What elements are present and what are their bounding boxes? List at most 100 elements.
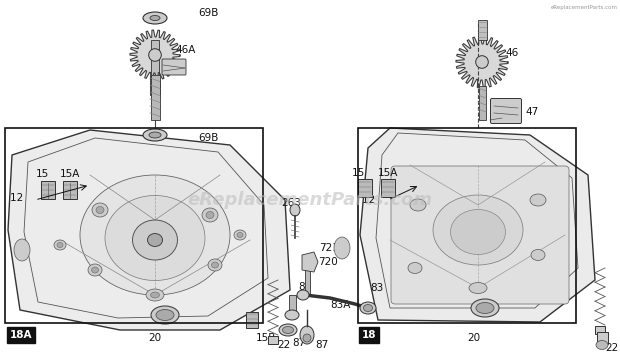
- Bar: [304, 260, 309, 295]
- Polygon shape: [302, 252, 318, 272]
- Text: eReplacementParts.com: eReplacementParts.com: [187, 191, 433, 209]
- Ellipse shape: [156, 309, 174, 320]
- Bar: [595, 326, 605, 334]
- Bar: [268, 336, 278, 344]
- FancyBboxPatch shape: [391, 166, 569, 304]
- Ellipse shape: [297, 290, 309, 300]
- Ellipse shape: [433, 195, 523, 265]
- Text: 83A: 83A: [330, 300, 350, 310]
- Text: 47: 47: [525, 107, 538, 117]
- Ellipse shape: [283, 327, 293, 333]
- Bar: [5, 128, 263, 323]
- Text: 20: 20: [148, 333, 161, 343]
- Ellipse shape: [143, 129, 167, 141]
- Text: 22: 22: [277, 340, 290, 350]
- Ellipse shape: [57, 242, 63, 248]
- Ellipse shape: [596, 340, 608, 349]
- Ellipse shape: [80, 175, 230, 295]
- Text: 69B: 69B: [198, 133, 218, 143]
- Bar: [246, 312, 258, 328]
- Text: 720: 720: [318, 257, 338, 267]
- Ellipse shape: [143, 12, 167, 24]
- Ellipse shape: [279, 324, 297, 336]
- Ellipse shape: [300, 326, 314, 344]
- Text: 15: 15: [36, 169, 49, 179]
- Bar: [358, 128, 576, 323]
- Bar: [151, 75, 159, 120]
- Ellipse shape: [408, 262, 422, 273]
- Text: 87: 87: [315, 340, 328, 350]
- Text: 15B: 15B: [256, 333, 277, 343]
- Ellipse shape: [531, 249, 545, 261]
- Ellipse shape: [208, 259, 222, 271]
- Text: 721: 721: [319, 243, 339, 253]
- Ellipse shape: [471, 299, 499, 317]
- Ellipse shape: [469, 282, 487, 293]
- Text: 12: 12: [362, 195, 378, 205]
- Ellipse shape: [285, 310, 299, 320]
- Polygon shape: [130, 30, 180, 80]
- Ellipse shape: [146, 289, 164, 301]
- Bar: [41, 181, 55, 199]
- Ellipse shape: [148, 233, 162, 246]
- Bar: [381, 179, 395, 197]
- Bar: [358, 179, 372, 197]
- Text: 15A: 15A: [60, 169, 81, 179]
- Text: eReplacementParts.com: eReplacementParts.com: [551, 5, 618, 10]
- Text: 83: 83: [370, 283, 383, 293]
- Ellipse shape: [14, 239, 30, 261]
- Polygon shape: [8, 130, 290, 330]
- Ellipse shape: [96, 206, 104, 214]
- Ellipse shape: [92, 267, 99, 273]
- FancyBboxPatch shape: [490, 99, 521, 123]
- Ellipse shape: [105, 195, 205, 281]
- Bar: [288, 295, 296, 315]
- Bar: [596, 332, 608, 344]
- Ellipse shape: [92, 203, 108, 217]
- Ellipse shape: [334, 237, 350, 259]
- Text: 18A: 18A: [10, 330, 32, 340]
- Ellipse shape: [149, 49, 161, 61]
- Text: 18: 18: [362, 330, 376, 340]
- Bar: [479, 86, 485, 120]
- FancyBboxPatch shape: [162, 59, 186, 75]
- Ellipse shape: [149, 132, 161, 138]
- Polygon shape: [456, 36, 508, 88]
- Ellipse shape: [476, 56, 489, 68]
- Bar: [150, 80, 160, 95]
- Text: 83: 83: [298, 282, 311, 292]
- Ellipse shape: [206, 211, 214, 218]
- Text: 46: 46: [505, 48, 518, 58]
- Ellipse shape: [451, 210, 505, 254]
- Ellipse shape: [303, 334, 311, 342]
- Bar: [151, 40, 159, 80]
- Text: 46A: 46A: [175, 45, 195, 55]
- Ellipse shape: [476, 302, 494, 313]
- Ellipse shape: [151, 292, 159, 298]
- Ellipse shape: [151, 306, 179, 324]
- Bar: [477, 20, 487, 40]
- Polygon shape: [360, 128, 595, 322]
- Text: 69B: 69B: [198, 8, 218, 18]
- Ellipse shape: [54, 240, 66, 250]
- Text: 12: 12: [10, 193, 27, 203]
- Text: 15A: 15A: [378, 168, 399, 178]
- Text: 20: 20: [467, 333, 480, 343]
- Text: 87: 87: [292, 338, 305, 348]
- Text: 15: 15: [352, 168, 365, 178]
- Ellipse shape: [234, 230, 246, 240]
- Text: 22: 22: [605, 343, 618, 353]
- Ellipse shape: [202, 208, 218, 222]
- Ellipse shape: [88, 264, 102, 276]
- Ellipse shape: [530, 194, 546, 206]
- Ellipse shape: [410, 199, 426, 211]
- Ellipse shape: [363, 305, 373, 312]
- Ellipse shape: [290, 204, 300, 216]
- Bar: [63, 181, 77, 199]
- Ellipse shape: [133, 220, 177, 260]
- Text: 263: 263: [281, 198, 301, 208]
- Ellipse shape: [211, 262, 218, 268]
- Ellipse shape: [360, 302, 376, 314]
- Ellipse shape: [237, 233, 243, 237]
- Ellipse shape: [150, 16, 160, 20]
